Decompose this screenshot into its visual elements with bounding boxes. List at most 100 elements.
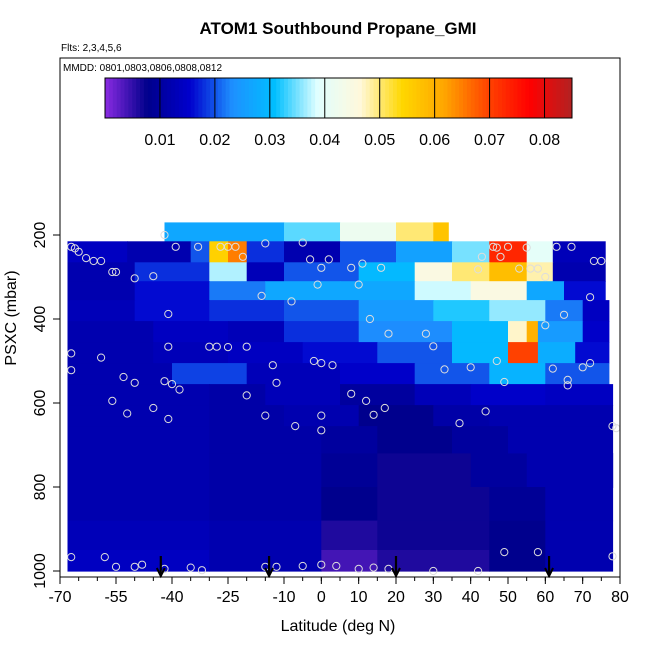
heatmap-cell bbox=[358, 300, 434, 322]
data-point bbox=[67, 242, 76, 251]
colorbar-swatch bbox=[486, 78, 491, 118]
heatmap-cell bbox=[284, 321, 360, 343]
data-point bbox=[160, 230, 169, 240]
colorbar-swatch bbox=[175, 78, 180, 118]
heatmap-cell bbox=[67, 550, 210, 572]
heatmap-cell bbox=[340, 241, 397, 263]
data-point bbox=[608, 552, 617, 561]
colorbar-swatch bbox=[225, 78, 231, 118]
data-point bbox=[108, 267, 117, 277]
x-tick-label: 20 bbox=[387, 589, 405, 606]
x-tick-label: -40 bbox=[160, 589, 183, 606]
heatmap-cell bbox=[67, 487, 210, 522]
colorbar-swatch bbox=[194, 78, 199, 118]
heatmap-cell bbox=[358, 321, 453, 343]
heatmap-cell bbox=[265, 281, 341, 301]
colorbar-swatch bbox=[311, 78, 316, 118]
heatmap-cell bbox=[582, 300, 610, 322]
data-point bbox=[149, 403, 158, 413]
data-point bbox=[559, 310, 569, 319]
colorbar-swatch bbox=[435, 78, 441, 118]
y-tick-label: 1000 bbox=[32, 553, 49, 589]
heatmap-cell bbox=[377, 487, 490, 522]
colorbar-swatch bbox=[140, 78, 145, 118]
heatmap-cell bbox=[489, 262, 528, 282]
heatmap-cell bbox=[452, 241, 490, 263]
data-point bbox=[578, 363, 587, 372]
data-point bbox=[474, 566, 483, 576]
heatmap-cell bbox=[209, 453, 322, 488]
heatmap-cell bbox=[377, 520, 490, 551]
heatmap-cell bbox=[67, 426, 210, 454]
colorbar-swatch bbox=[307, 78, 312, 118]
data-point bbox=[384, 329, 393, 338]
data-point bbox=[474, 265, 483, 274]
colorbar-swatch bbox=[400, 78, 406, 118]
colorbar-tick-label: 0.04 bbox=[309, 132, 340, 149]
colorbar-swatch bbox=[128, 78, 133, 118]
heatmap-cell bbox=[67, 363, 173, 385]
data-point bbox=[194, 242, 203, 251]
heatmap-cell bbox=[284, 405, 360, 427]
heatmap-cell bbox=[545, 520, 614, 551]
data-point bbox=[97, 256, 106, 266]
data-point bbox=[130, 274, 139, 283]
colorbar-swatch bbox=[167, 78, 172, 118]
colorbar-swatch bbox=[552, 78, 557, 118]
heatmap-cell bbox=[545, 363, 610, 385]
colorbar-swatch bbox=[529, 78, 534, 118]
colorbar-swatch bbox=[116, 78, 122, 118]
colorbar-swatch bbox=[568, 78, 573, 118]
data-point bbox=[257, 291, 266, 300]
heatmap-cell bbox=[545, 487, 614, 522]
data-point bbox=[223, 343, 233, 352]
heatmap-cell bbox=[358, 262, 416, 282]
colorbar-swatch bbox=[319, 78, 324, 118]
heatmap-cell bbox=[172, 363, 248, 385]
colorbar-swatch bbox=[365, 78, 371, 118]
colorbar-swatch bbox=[428, 78, 433, 118]
data-point bbox=[354, 280, 363, 289]
heatmap-cell bbox=[284, 241, 341, 263]
data-point bbox=[496, 252, 505, 261]
colorbar-swatch bbox=[478, 78, 483, 118]
colorbar-swatch bbox=[252, 78, 258, 118]
data-point bbox=[309, 356, 318, 366]
data-point bbox=[138, 560, 147, 569]
heatmap-cell bbox=[190, 241, 210, 263]
data-point bbox=[268, 361, 277, 370]
colorbar-swatch bbox=[295, 78, 301, 118]
data-point bbox=[171, 242, 180, 251]
heatmap-cell bbox=[358, 405, 434, 427]
colorbar: 0.01 0.02 0.03 0.04 0.05 0.06 0.07 0.08 bbox=[104, 77, 573, 149]
colorbar-tick-label: 0.02 bbox=[199, 132, 230, 149]
x-tick-label: 0 bbox=[317, 589, 326, 606]
heatmap-cell bbox=[526, 241, 554, 263]
data-point bbox=[167, 380, 177, 389]
colorbar-swatch bbox=[443, 78, 448, 118]
data-point bbox=[563, 375, 572, 384]
heatmap-cell bbox=[67, 262, 136, 282]
colorbar-swatch bbox=[474, 78, 480, 118]
data-point bbox=[164, 414, 173, 424]
colorbar-swatch bbox=[385, 78, 390, 118]
data-point bbox=[552, 242, 561, 251]
data-point bbox=[477, 252, 486, 261]
x-axis-label: Latitude (deg N) bbox=[281, 618, 396, 635]
data-point bbox=[347, 263, 356, 272]
colorbar-swatch bbox=[338, 78, 343, 118]
data-point bbox=[291, 422, 300, 431]
data-point bbox=[455, 419, 464, 428]
heatmap-cell bbox=[414, 281, 472, 301]
colorbar-swatch bbox=[396, 78, 402, 118]
colorbar-swatch bbox=[178, 78, 184, 118]
data-point bbox=[67, 553, 76, 562]
heatmap-cell bbox=[134, 281, 210, 301]
heatmap-cell bbox=[489, 405, 614, 427]
heatmap-cell bbox=[321, 487, 378, 522]
colorbar-swatch bbox=[108, 78, 114, 118]
data-point bbox=[317, 263, 326, 272]
colorbar-swatch bbox=[315, 78, 320, 118]
colorbar-swatch bbox=[439, 78, 445, 118]
data-point bbox=[67, 366, 76, 375]
